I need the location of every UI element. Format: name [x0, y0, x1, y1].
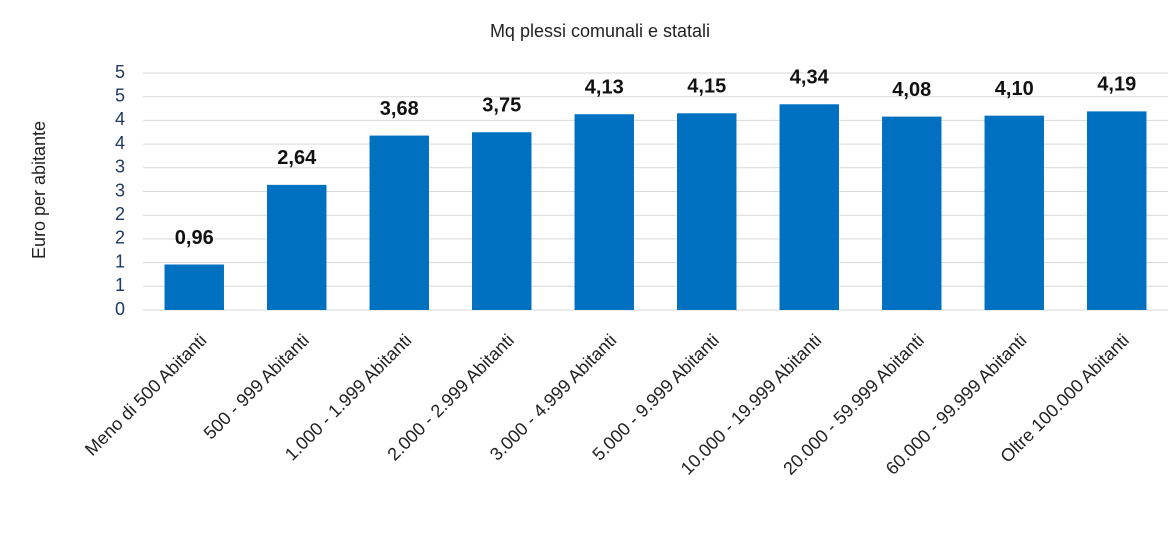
y-axis-label: Euro per abitante [29, 121, 49, 259]
y-tick-label: 1 [115, 275, 125, 295]
value-label: 3,75 [482, 95, 521, 117]
bar [1087, 111, 1147, 310]
value-label: 0,96 [175, 227, 214, 249]
y-tick-label: 5 [115, 85, 125, 105]
bar [677, 113, 737, 310]
bar [984, 115, 1044, 310]
y-tick-label: 4 [115, 109, 125, 129]
value-label: 2,64 [277, 147, 317, 169]
value-label: 4,15 [687, 76, 726, 98]
bar [574, 114, 634, 310]
value-label: 4,13 [585, 77, 624, 99]
bar [779, 104, 839, 310]
value-label: 4,08 [892, 79, 931, 101]
bar [164, 264, 224, 310]
value-label: 4,19 [1097, 74, 1136, 96]
chart-title: Mq plessi comunali e statali [490, 21, 710, 41]
y-tick-label: 4 [115, 133, 125, 153]
y-tick-label: 5 [115, 62, 125, 82]
y-tick-label: 1 [115, 251, 125, 271]
value-label: 4,34 [790, 67, 830, 89]
y-tick-label: 0 [115, 299, 125, 319]
x-tick-label: Meno di 500 Abitanti [81, 330, 210, 459]
y-tick-label: 3 [115, 157, 125, 177]
value-label: 4,10 [995, 78, 1034, 100]
bar [267, 184, 327, 310]
y-tick-label: 3 [115, 180, 125, 200]
value-label: 3,68 [380, 98, 419, 120]
bar [472, 132, 532, 310]
bar [882, 116, 942, 310]
y-tick-label: 2 [115, 228, 125, 248]
bar [369, 135, 429, 310]
y-tick-label: 2 [115, 204, 125, 224]
x-tick-label: 500 - 999 Abitanti [200, 330, 313, 443]
